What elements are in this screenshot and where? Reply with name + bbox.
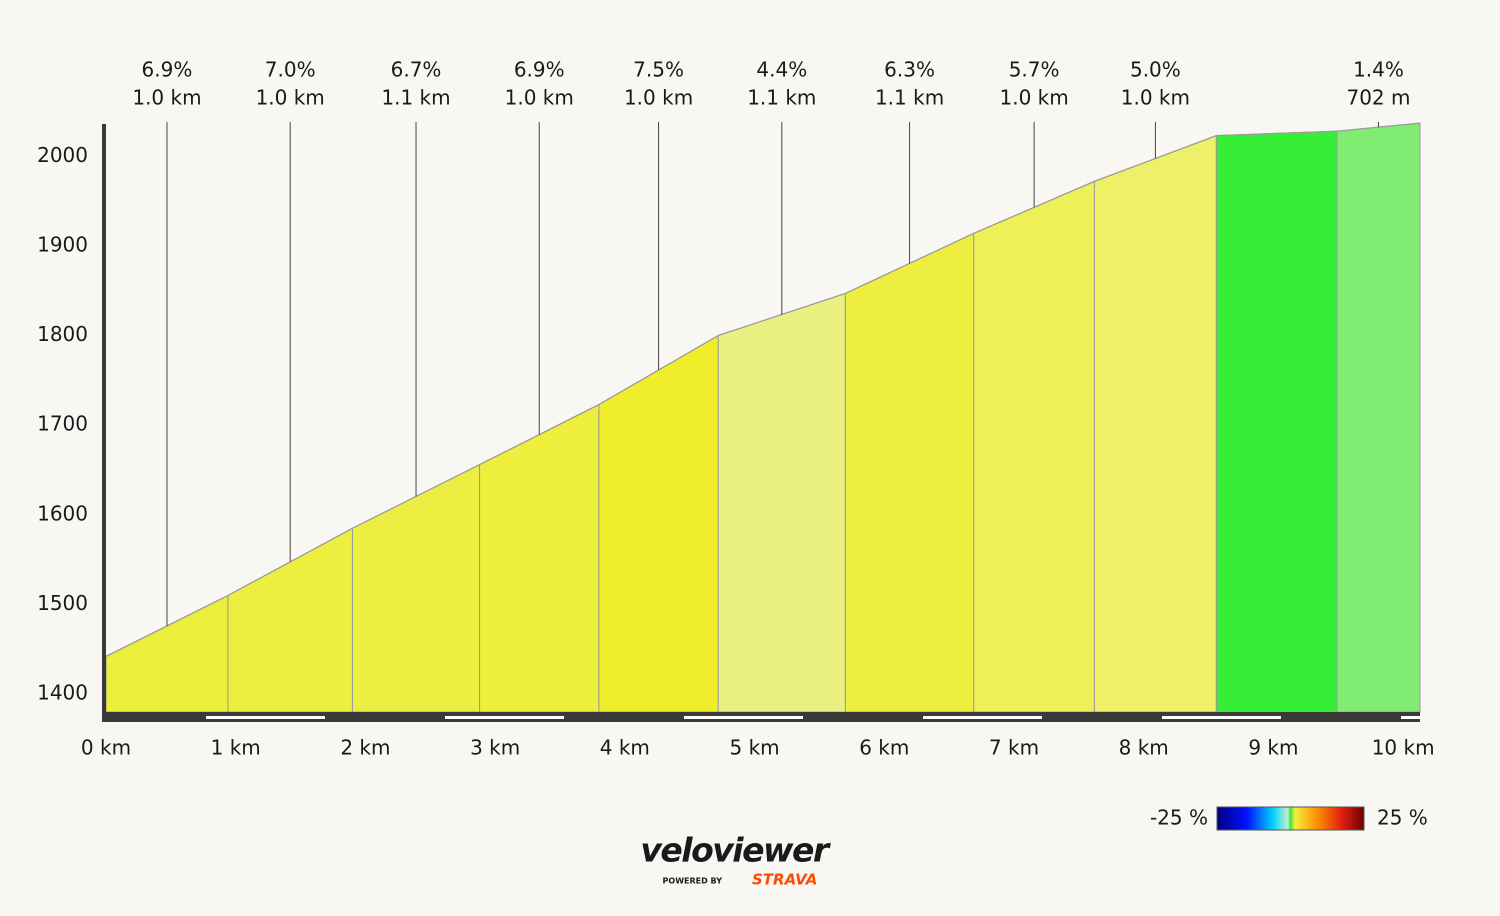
segment-grade: 1.4% xyxy=(1353,58,1404,82)
segment xyxy=(1336,122,1421,713)
x-tick-label: 6 km xyxy=(859,736,909,760)
y-axis xyxy=(102,124,106,722)
x-tick-label: 7 km xyxy=(989,736,1039,760)
x-tick-label: 3 km xyxy=(470,736,520,760)
segment-length: 702 m xyxy=(1346,86,1410,110)
y-tick-label: 1800 xyxy=(37,322,88,346)
segment-length: 1.0 km xyxy=(624,86,693,110)
axis-dash xyxy=(1401,716,1420,719)
axis-dash xyxy=(445,716,564,719)
axis-dash xyxy=(923,716,1042,719)
segment-length: 1.0 km xyxy=(505,86,574,110)
segment-length: 1.0 km xyxy=(256,86,325,110)
segment xyxy=(844,232,975,713)
y-tick-label: 1400 xyxy=(37,681,88,705)
y-tick-label: 1600 xyxy=(37,501,88,525)
x-tick-label: 1 km xyxy=(211,736,261,760)
segment-length: 1.1 km xyxy=(875,86,944,110)
profile-line xyxy=(105,122,1421,657)
logo-powered: POWERED BY xyxy=(663,877,723,886)
x-tick-label: 4 km xyxy=(600,736,650,760)
color-scale-label: 25 % xyxy=(1377,806,1428,830)
color-scale xyxy=(1216,806,1365,831)
segment-length: 1.1 km xyxy=(381,86,450,110)
logo-brand: STRAVA xyxy=(752,871,817,889)
segment-length: 1.0 km xyxy=(1121,86,1190,110)
x-tick-label: 8 km xyxy=(1119,736,1169,760)
segment-grade: 6.3% xyxy=(884,58,935,82)
x-tick-label: 0 km xyxy=(81,736,131,760)
segment-grade: 4.4% xyxy=(756,58,807,82)
segment xyxy=(1215,130,1338,713)
segment-grade: 5.0% xyxy=(1130,58,1181,82)
x-tick-label: 5 km xyxy=(729,736,779,760)
x-tick-label: 2 km xyxy=(340,736,390,760)
y-tick-label: 1900 xyxy=(37,232,88,256)
x-tick-label: 9 km xyxy=(1248,736,1298,760)
axis-dash xyxy=(206,716,325,719)
axis-dash xyxy=(684,716,803,719)
plot: 6.9% 1.0 km 7.0% 1.0 km 6.7% 1.1 km 6.9% 1.0 km… xyxy=(37,58,1434,760)
segment xyxy=(973,180,1095,713)
y-tick-label: 1500 xyxy=(37,591,88,615)
axis-dash xyxy=(1162,716,1281,719)
segment-length: 1.0 km xyxy=(132,86,201,110)
color-scale-label: -25 % xyxy=(1150,806,1208,830)
y-tick-label: 1700 xyxy=(37,412,88,436)
segment-grade: 7.5% xyxy=(633,58,684,82)
segment-grade: 6.9% xyxy=(142,58,193,82)
segment-grade: 5.7% xyxy=(1009,58,1060,82)
x-tick-label: 10 km xyxy=(1372,736,1435,760)
y-tick-label: 2000 xyxy=(37,143,88,167)
logo: veloviewer xyxy=(640,831,830,870)
segment-length: 1.1 km xyxy=(747,86,816,110)
segment-grade: 6.7% xyxy=(391,58,442,82)
segment xyxy=(717,292,846,713)
segment xyxy=(1093,134,1217,713)
segment-length: 1.0 km xyxy=(999,86,1068,110)
segment-grade: 6.9% xyxy=(514,58,565,82)
segment-grade: 7.0% xyxy=(265,58,316,82)
